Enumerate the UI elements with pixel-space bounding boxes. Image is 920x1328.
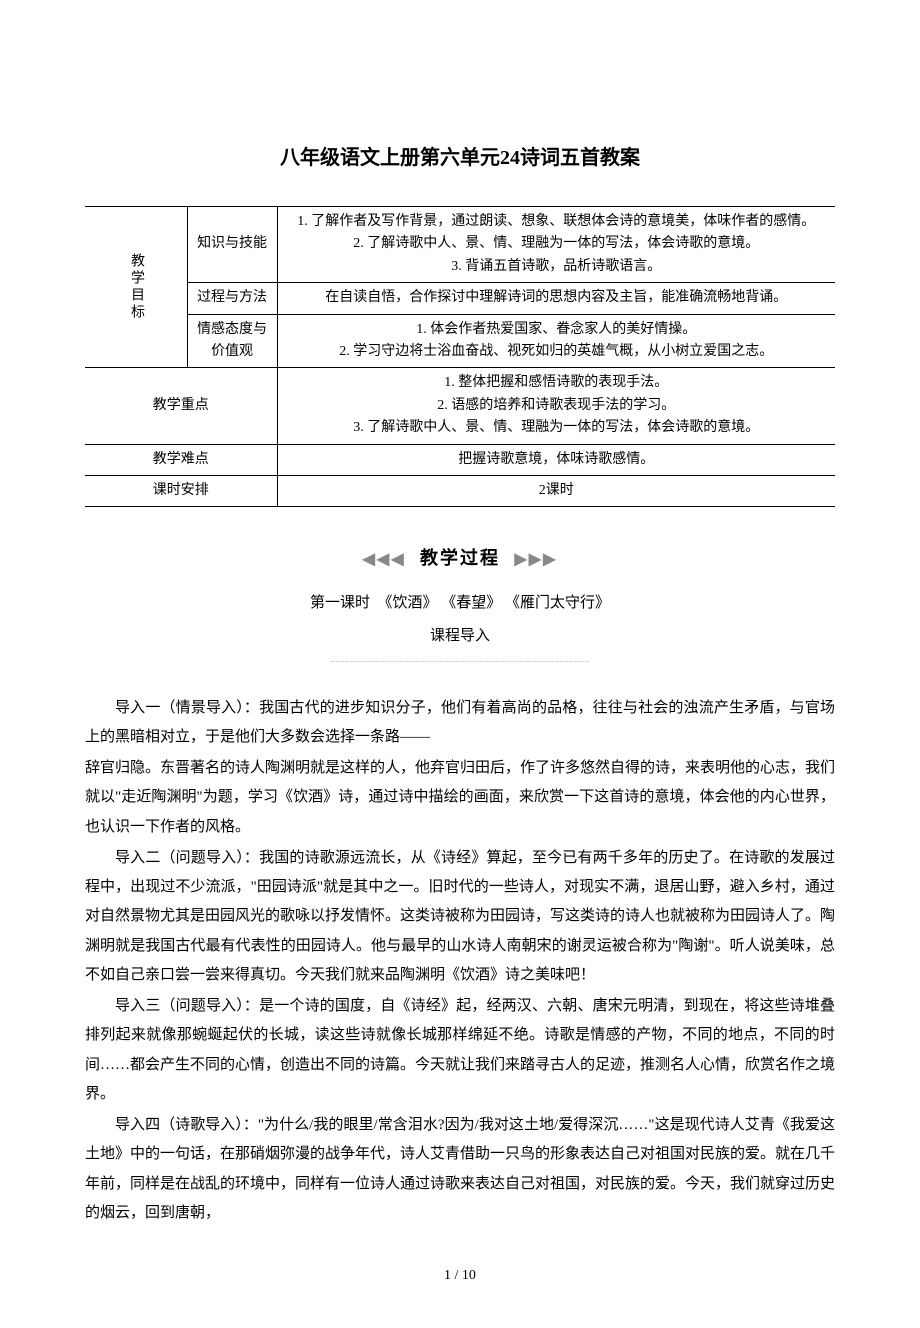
document-title: 八年级语文上册第六单元24诗词五首教案 — [85, 140, 835, 176]
row-content: 在自读自悟，合作探讨中理解诗词的思想内容及主旨，能准确流畅地背诵。 — [277, 283, 835, 314]
paragraph: 导入一（情景导入）：我国古代的进步知识分子，他们有着高尚的品格，往往与社会的浊流… — [85, 694, 835, 753]
teaching-plan-table: 教学目标 知识与技能 1. 了解作者及写作背景，通过朗读、想象、联想体会诗的意境… — [85, 206, 835, 507]
arrow-right-icon: ▶▶▶ — [515, 551, 558, 568]
row-label: 情感态度与价值观 — [187, 314, 277, 368]
dotted-divider: ¨¨¨¨¨¨¨¨¨¨¨¨¨¨¨¨¨¨¨¨¨¨¨¨¨¨¨¨¨¨¨¨¨¨¨¨¨¨¨¨… — [85, 654, 835, 676]
row-content: 2课时 — [277, 475, 835, 506]
row-content: 把握诗歌意境，体味诗歌感情。 — [277, 444, 835, 475]
sub-heading: 课程导入 — [85, 623, 835, 650]
divider-label: 教学过程 — [420, 548, 500, 568]
row-label: 过程与方法 — [187, 283, 277, 314]
lesson-info: 第一课时 《饮酒》 《春望》 《雁门太守行》 — [85, 590, 835, 617]
arrow-left-icon: ◀◀◀ — [363, 551, 406, 568]
row-group-label: 教学目标 — [85, 207, 187, 368]
row-label: 教学难点 — [85, 444, 277, 475]
row-label: 教学重点 — [85, 368, 277, 444]
row-label: 知识与技能 — [187, 207, 277, 283]
paragraph: 导入三（问题导入）：是一个诗的国度，自《诗经》起，经两汉、六朝、唐宋元明清，到现… — [85, 992, 835, 1109]
row-content: 1. 整体把握和感悟诗歌的表现手法。2. 语感的培养和诗歌表现手法的学习。3. … — [277, 368, 835, 444]
paragraph: 辞官归隐。东晋著名的诗人陶渊明就是这样的人，他弃官归田后，作了许多悠然自得的诗，… — [85, 754, 835, 842]
row-content: 1. 了解作者及写作背景，通过朗读、想象、联想体会诗的意境美，体味作者的感情。2… — [277, 207, 835, 283]
paragraph: 导入二（问题导入）：我国的诗歌源远流长，从《诗经》算起，至今已有两千多年的历史了… — [85, 844, 835, 990]
page-number: 1 / 10 — [85, 1263, 835, 1288]
section-divider: ◀◀◀ 教学过程 ▶▶▶ — [85, 542, 835, 575]
paragraph: 导入四（诗歌导入）："为什么/我的眼里/常含泪水?因为/我对这土地/爱得深沉……… — [85, 1111, 835, 1228]
row-label: 课时安排 — [85, 475, 277, 506]
body-content: 导入一（情景导入）：我国古代的进步知识分子，他们有着高尚的品格，往往与社会的浊流… — [85, 694, 835, 1229]
row-content: 1. 体会作者热爱国家、眷念家人的美好情操。2. 学习守边将士浴血奋战、视死如归… — [277, 314, 835, 368]
